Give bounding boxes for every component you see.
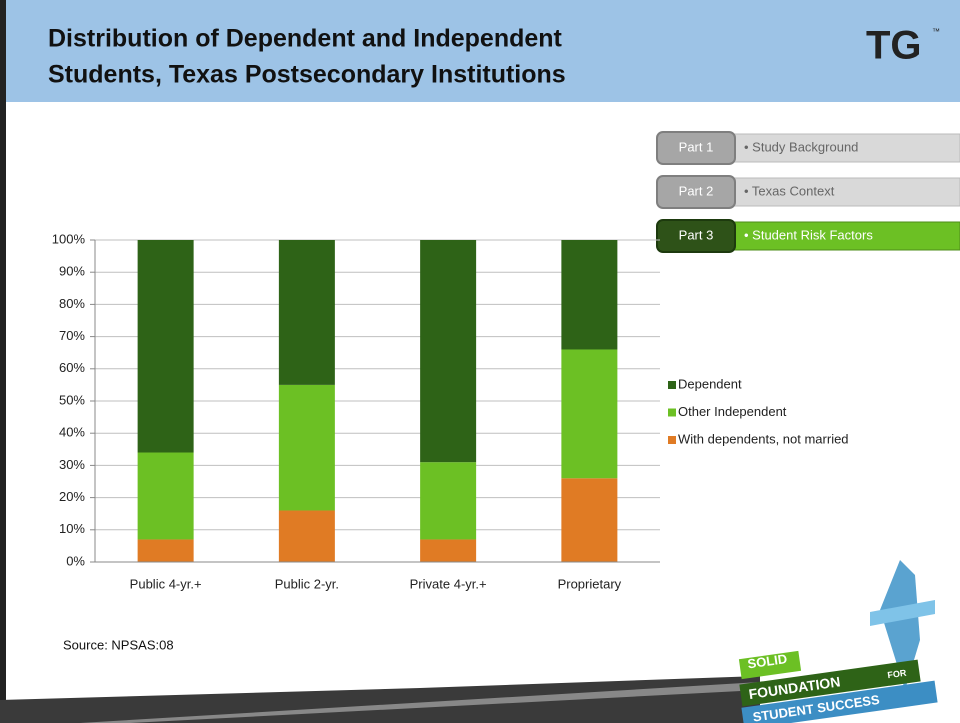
y-tick-label: 30% bbox=[59, 457, 85, 472]
bar-segment bbox=[137, 452, 194, 540]
bar-segment bbox=[137, 539, 194, 562]
header-band bbox=[0, 0, 960, 102]
logo-box bbox=[739, 659, 921, 707]
legend-label: With dependents, not married bbox=[678, 431, 849, 446]
x-tick-label: Private 4-yr.+ bbox=[410, 576, 487, 591]
logo-text: SOLID bbox=[747, 651, 788, 671]
bar-segment bbox=[420, 240, 477, 463]
bar-segment bbox=[278, 240, 335, 385]
y-tick-label: 10% bbox=[59, 521, 85, 536]
nav-part: Part 2 bbox=[679, 183, 714, 198]
logo-box bbox=[738, 650, 802, 680]
y-tick-label: 90% bbox=[59, 264, 85, 279]
nav-part-box bbox=[656, 219, 736, 253]
swoosh-highlight bbox=[80, 682, 760, 723]
y-tick-label: 20% bbox=[59, 489, 85, 504]
bar-segment bbox=[278, 510, 335, 562]
x-tick-label: Public 4-yr.+ bbox=[130, 576, 202, 591]
logo-text: FOR bbox=[887, 668, 908, 681]
bar-segment bbox=[137, 240, 194, 453]
logo-box bbox=[741, 680, 938, 723]
y-tick-label: 50% bbox=[59, 392, 85, 407]
y-tick-label: 100% bbox=[52, 231, 86, 246]
nav-label-box bbox=[732, 177, 960, 207]
logo-column bbox=[880, 560, 920, 690]
nav-label: • Student Risk Factors bbox=[744, 227, 873, 242]
x-tick-label: Proprietary bbox=[558, 576, 622, 591]
nav-part: Part 1 bbox=[679, 139, 714, 154]
brand-mark: ™ bbox=[932, 27, 940, 36]
brand-logo: TG bbox=[866, 24, 922, 68]
bottom-swoosh bbox=[0, 676, 760, 723]
nav-label: • Study Background bbox=[744, 139, 858, 154]
nav-part-box bbox=[656, 175, 736, 209]
legend-label: Other Independent bbox=[678, 404, 787, 419]
bar-segment bbox=[278, 384, 335, 511]
source-note: Source: NPSAS:08 bbox=[63, 637, 174, 652]
nav-label: • Texas Context bbox=[744, 183, 835, 198]
title-line: Students, Texas Postsecondary Institutio… bbox=[48, 61, 566, 89]
left-edge bbox=[0, 0, 6, 723]
y-tick-label: 80% bbox=[59, 296, 85, 311]
legend-label: Dependent bbox=[678, 376, 742, 391]
nav-part: Part 3 bbox=[679, 227, 714, 242]
bar-segment bbox=[561, 349, 618, 479]
bar-segment bbox=[420, 539, 477, 562]
bar-segment bbox=[561, 240, 618, 350]
chart: 0% 10% 20% 30% 40% 50% 60% 70% 80% 90% 100% Public … bbox=[52, 231, 849, 591]
x-tick-label: Public 2-yr. bbox=[275, 576, 339, 591]
legend-swatch bbox=[668, 381, 676, 389]
nav-tabs: Part 1 • Study Background Part 2 • Texas Co… bbox=[656, 131, 960, 253]
y-tick-label: 40% bbox=[59, 425, 85, 440]
bar-segment bbox=[420, 462, 477, 540]
y-tick-label: 60% bbox=[59, 360, 85, 375]
y-tick-label: 0% bbox=[66, 553, 85, 568]
nav-label-box bbox=[732, 133, 960, 163]
title-line: Distribution of Dependent and Independen… bbox=[48, 25, 563, 53]
nav-part-box bbox=[656, 131, 736, 165]
legend-swatch bbox=[668, 436, 676, 444]
legend-swatch bbox=[668, 408, 676, 417]
y-tick-label: 70% bbox=[59, 328, 85, 343]
bar-segment bbox=[561, 478, 618, 562]
logo-capital bbox=[870, 600, 935, 626]
